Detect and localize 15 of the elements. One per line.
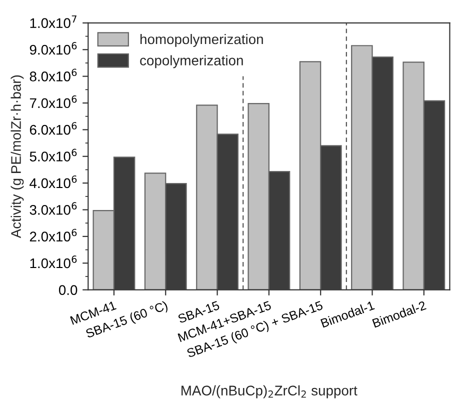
y-tick-label: 3.0x10$^{6}$ xyxy=(30,202,77,215)
y-tick-label: 1.0x10$^{7}$ xyxy=(30,15,76,28)
y-tick-label: 9.0x10$^{6}$ xyxy=(30,42,77,55)
y-tick-label: 0.0 xyxy=(58,285,78,295)
y-tick-label: 2.0x10$^{6}$ xyxy=(30,228,77,242)
legend-label: copolymerization xyxy=(140,55,243,68)
y-tick-label: 8.0x10$^{6}$ xyxy=(30,68,77,82)
y-tick-label: 4.0x10$^{6}$ xyxy=(30,175,77,188)
x-axis-title: MAO/(nBuCp)$_{2}$ZrCl$_{2}$ support xyxy=(182,385,358,398)
y-tick-label: 5.0x10$^{6}$ xyxy=(30,148,77,162)
y-axis-title: Activity (g PE/molZr·h·bar) xyxy=(10,75,24,238)
y-tick-label: 7.0x10$^{6}$ xyxy=(30,95,77,108)
legend-label: homopolymerization xyxy=(140,34,263,47)
y-tick-label: 6.0x10$^{6}$ xyxy=(30,122,77,135)
y-tick-label: 1.0x10$^{6}$ xyxy=(30,256,77,268)
